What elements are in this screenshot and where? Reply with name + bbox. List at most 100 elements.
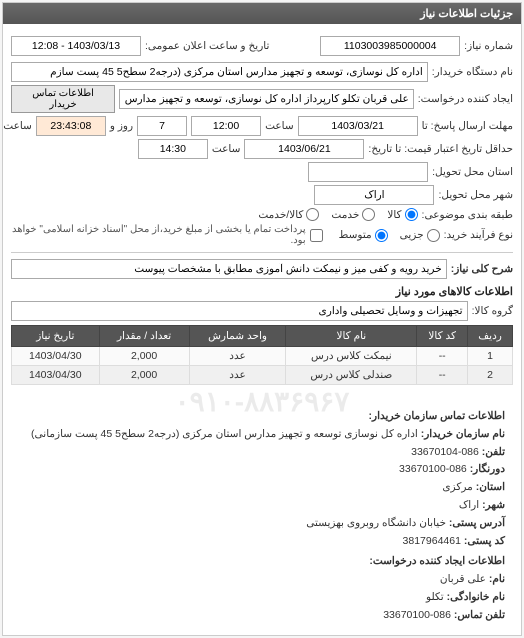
reply-time-input[interactable] xyxy=(191,116,261,136)
creator-label: ایجاد کننده درخواست: xyxy=(418,93,513,105)
creator-name: علی قربان xyxy=(440,573,486,585)
buyer-org-label: نام دستگاه خریدار: xyxy=(432,66,513,78)
contract-label: نوع فرآیند خرید: xyxy=(444,229,513,241)
treasury-checkbox[interactable] xyxy=(310,229,323,242)
treasury-checkbox-label: پرداخت تمام یا بخشی از مبلغ خرید،از محل … xyxy=(11,224,306,246)
watermark-area: ۰۹۱۰-۸۸۳۶۹۶۷ xyxy=(11,385,513,403)
radio-service[interactable]: خدمت xyxy=(331,208,375,221)
row-delivery-city: شهر محل تحویل: xyxy=(11,185,513,205)
row-goods-group: گروه کالا: xyxy=(11,301,513,321)
row-classification: طبقه بندی موضوعی: کالا خدمت کالا/خدمت xyxy=(11,208,513,221)
contact-org: اداره کل نوسازی توسعه و تجهیز مدارس استا… xyxy=(31,428,418,440)
panel-body: شماره نیاز: تاریخ و ساعت اعلان عمومی: نا… xyxy=(3,24,521,635)
req-no-label: شماره نیاز: xyxy=(464,40,513,52)
classification-radio-group: کالا خدمت کالا/خدمت xyxy=(258,208,417,221)
remain-label: ساعت باقی مانده xyxy=(0,120,32,132)
radio-good-input[interactable] xyxy=(405,208,418,221)
radio-medium-input[interactable] xyxy=(375,229,388,242)
col-need-date: تاریخ نیاز xyxy=(12,326,100,347)
creator-family-line: نام خانوادگی: تکلو xyxy=(19,589,505,606)
req-no-input[interactable] xyxy=(320,36,460,56)
contact-fax-line: دورنگار: 086-33670100 xyxy=(19,461,505,478)
table-cell: عدد xyxy=(189,366,286,385)
row-req-no: شماره نیاز: تاریخ و ساعت اعلان عمومی: xyxy=(11,33,513,59)
contact-fax-label: دورنگار: xyxy=(470,463,505,475)
radio-medium[interactable]: متوسط xyxy=(339,229,388,242)
radio-small-label: جزیی xyxy=(400,229,424,241)
contact-block: اطلاعات تماس سازمان خریدار: نام سازمان خ… xyxy=(11,403,513,629)
creator-family: تکلو xyxy=(426,591,444,603)
valid-time-input[interactable] xyxy=(138,139,208,159)
row-description: شرح کلی نیاز: xyxy=(11,259,513,279)
table-cell: -- xyxy=(417,347,468,366)
creator-title: اطلاعات ایجاد کننده درخواست: xyxy=(19,553,505,570)
table-row[interactable]: 2--صندلی کلاس درسعدد2,0001403/04/30 xyxy=(12,366,513,385)
valid-time-label: ساعت xyxy=(212,143,241,155)
creator-phone-line: تلفن تماس: 086-33670100 xyxy=(19,607,505,624)
radio-good[interactable]: کالا xyxy=(387,208,417,221)
col-unit: واحد شمارش xyxy=(189,326,286,347)
classification-label: طبقه بندی موضوعی: xyxy=(422,209,513,221)
table-row[interactable]: 1--نیمکت کلاس درسعدد2,0001403/04/30 xyxy=(12,347,513,366)
days-label: روز و xyxy=(110,120,133,132)
delivery-city-label: شهر محل تحویل: xyxy=(438,189,513,201)
goods-table: ردیف کد کالا نام کالا واحد شمارش تعداد /… xyxy=(11,325,513,385)
radio-both-input[interactable] xyxy=(306,208,319,221)
contact-fax: 086-33670100 xyxy=(399,463,467,475)
contact-tel-line: تلفن: 086-33670104 xyxy=(19,444,505,461)
contact-info-button[interactable]: اطلاعات تماس خریدار xyxy=(11,85,115,113)
table-cell: 1403/04/30 xyxy=(12,347,100,366)
details-panel: جزئیات اطلاعات نیاز شماره نیاز: تاریخ و … xyxy=(2,2,522,636)
radio-both[interactable]: کالا/خدمت xyxy=(258,208,319,221)
col-qty: تعداد / مقدار xyxy=(99,326,189,347)
creator-input[interactable] xyxy=(119,89,414,109)
description-input[interactable] xyxy=(11,259,447,279)
radio-good-label: کالا xyxy=(387,209,401,221)
delivery-province-label: استان محل تحویل: xyxy=(432,166,513,178)
contact-city-line: شهر: اراک xyxy=(19,497,505,514)
radio-service-input[interactable] xyxy=(362,208,375,221)
days-left-input[interactable] xyxy=(137,116,187,136)
announce-input[interactable] xyxy=(11,36,141,56)
col-name: نام کالا xyxy=(286,326,417,347)
radio-small[interactable]: جزیی xyxy=(400,229,440,242)
delivery-province-input[interactable] xyxy=(308,162,428,182)
contact-tel-label: تلفن: xyxy=(482,446,505,458)
contact-org-label: نام سازمان خریدار: xyxy=(421,428,505,440)
table-cell: 1403/04/30 xyxy=(12,366,100,385)
creator-phone-label: تلفن تماس: xyxy=(454,609,505,621)
goods-table-header: ردیف کد کالا نام کالا واحد شمارش تعداد /… xyxy=(12,326,513,347)
announce-label: تاریخ و ساعت اعلان عمومی: xyxy=(145,40,269,52)
radio-both-label: کالا/خدمت xyxy=(258,209,303,221)
contact-addr-line: آدرس پستی: خیابان دانشگاه روبروی بهزیستی xyxy=(19,515,505,532)
valid-until-label: حداقل تاریخ اعتبار قیمت: تا تاریخ: xyxy=(368,143,513,155)
treasury-checkbox-row: پرداخت تمام یا بخشی از مبلغ خرید،از محل … xyxy=(11,224,323,246)
delivery-city-input[interactable] xyxy=(314,185,434,205)
radio-small-input[interactable] xyxy=(427,229,440,242)
remain-time-input xyxy=(36,116,106,136)
table-cell: 2 xyxy=(468,366,513,385)
reply-date-input[interactable] xyxy=(298,116,418,136)
radio-medium-label: متوسط xyxy=(339,229,372,241)
table-cell: صندلی کلاس درس xyxy=(286,366,417,385)
panel-title: جزئیات اطلاعات نیاز xyxy=(3,3,521,24)
creator-family-label: نام خانوادگی: xyxy=(447,591,505,603)
contact-zip-line: کد پستی: 3817964461 xyxy=(19,533,505,550)
creator-name-label: نام: xyxy=(489,573,505,585)
goods-section-title: اطلاعات کالاهای مورد نیاز xyxy=(11,285,513,298)
reply-until-label: مهلت ارسال پاسخ: تا xyxy=(422,120,513,132)
table-cell: 2,000 xyxy=(99,347,189,366)
goods-group-input[interactable] xyxy=(11,301,468,321)
creator-name-line: نام: علی قربان xyxy=(19,571,505,588)
valid-date-input[interactable] xyxy=(244,139,364,159)
row-delivery-province: استان محل تحویل: xyxy=(11,162,513,182)
table-cell: -- xyxy=(417,366,468,385)
contact-addr: خیابان دانشگاه روبروی بهزیستی xyxy=(306,517,446,529)
row-buyer-org: نام دستگاه خریدار: xyxy=(11,62,513,82)
radio-service-label: خدمت xyxy=(331,209,359,221)
buyer-org-input[interactable] xyxy=(11,62,428,82)
creator-phone: 086-33670100 xyxy=(383,609,451,621)
row-valid-until: حداقل تاریخ اعتبار قیمت: تا تاریخ: ساعت xyxy=(11,139,513,159)
row-reply-deadline: مهلت ارسال پاسخ: تا ساعت روز و ساعت باقی… xyxy=(11,116,513,136)
contact-addr-label: آدرس پستی: xyxy=(449,517,505,529)
